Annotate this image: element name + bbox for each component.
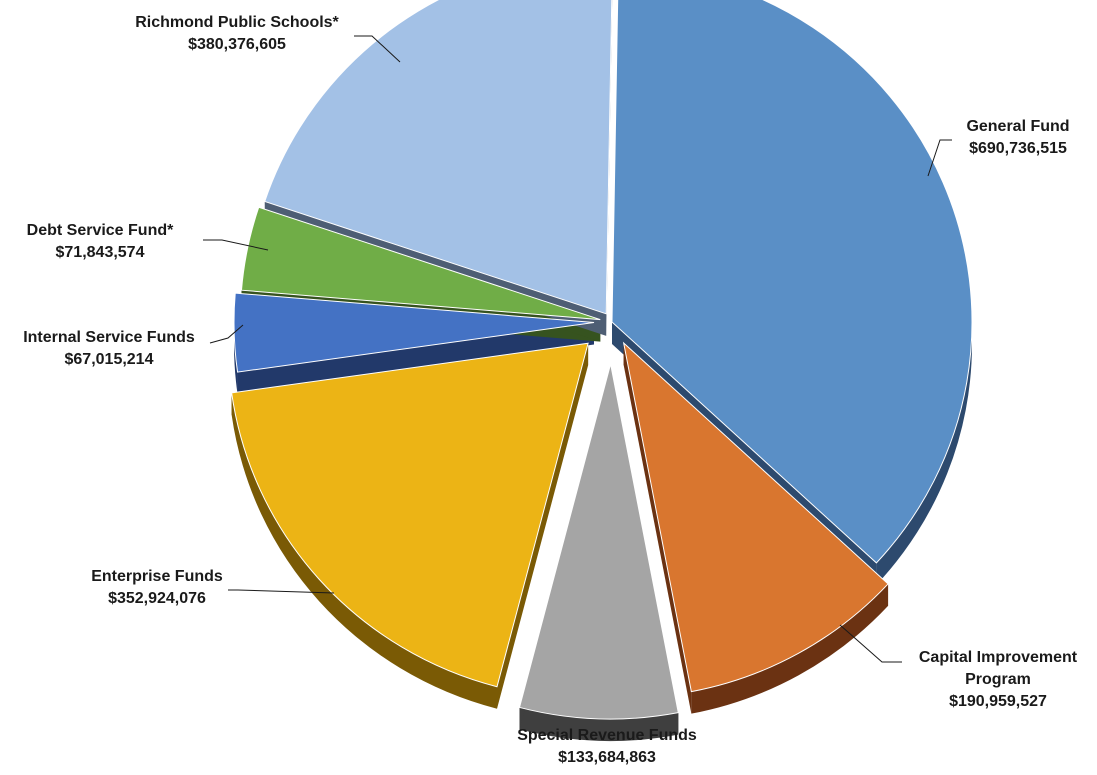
- data-label-value-debt-service-fund: $71,843,574: [56, 244, 145, 261]
- data-label-value-capital-improvement-program: $190,959,527: [949, 693, 1047, 710]
- pie-slice-side-capital-improvement-program: [691, 583, 889, 714]
- pie-slice-capital-improvement-program: [622, 341, 889, 693]
- data-label-name-debt-service-fund: Debt Service Fund*: [27, 222, 174, 239]
- data-label-name-general-fund: General Fund: [966, 118, 1069, 135]
- pie-leaders: [203, 35, 952, 663]
- data-label-value-general-fund: $690,736,515: [969, 140, 1067, 157]
- pie-tops: [231, 0, 973, 720]
- pie-slice-enterprise-funds: [231, 342, 589, 688]
- data-label-name-capital-improvement-program: Capital Improvement: [919, 649, 1078, 666]
- pie-slice-wall: [497, 343, 589, 709]
- pie-slice-richmond-public-schools: [264, 0, 613, 315]
- leader-line: [354, 35, 401, 63]
- data-label-name-richmond-public-schools: Richmond Public Schools*: [135, 14, 339, 31]
- data-label-name-enterprise-funds: Enterprise Funds: [91, 568, 223, 585]
- data-label-value-richmond-public-schools: $380,376,605: [188, 36, 286, 53]
- leader-line: [839, 624, 902, 663]
- pie-slice-wall: [237, 322, 595, 395]
- pie-slice-side-general-fund: [876, 322, 972, 585]
- pie-slice-general-fund: [611, 0, 973, 564]
- pie-slice-wall: [623, 342, 692, 714]
- data-label-value-special-revenue-funds: $133,684,863: [558, 749, 656, 766]
- pie-slice-special-revenue-funds: [518, 363, 679, 720]
- data-label-name-special-revenue-funds: Special Revenue Funds: [517, 727, 697, 744]
- leader-line: [209, 324, 244, 344]
- leader-line: [203, 239, 269, 251]
- data-label-name-internal-service-funds: Internal Service Funds: [23, 329, 195, 346]
- data-label-value-internal-service-funds: $67,015,214: [65, 351, 154, 368]
- pie-slice-side-enterprise-funds: [231, 392, 498, 709]
- data-label-value-enterprise-funds: $352,924,076: [108, 590, 206, 607]
- pie-labels: General Fund $690,736,515 Capital Improvem…: [23, 14, 1078, 766]
- leader-line: [927, 139, 952, 177]
- leader-line: [228, 589, 335, 594]
- pie-slice-debt-service-fund: [240, 206, 601, 321]
- data-label-name-capital-improvement-program: Program: [965, 671, 1031, 688]
